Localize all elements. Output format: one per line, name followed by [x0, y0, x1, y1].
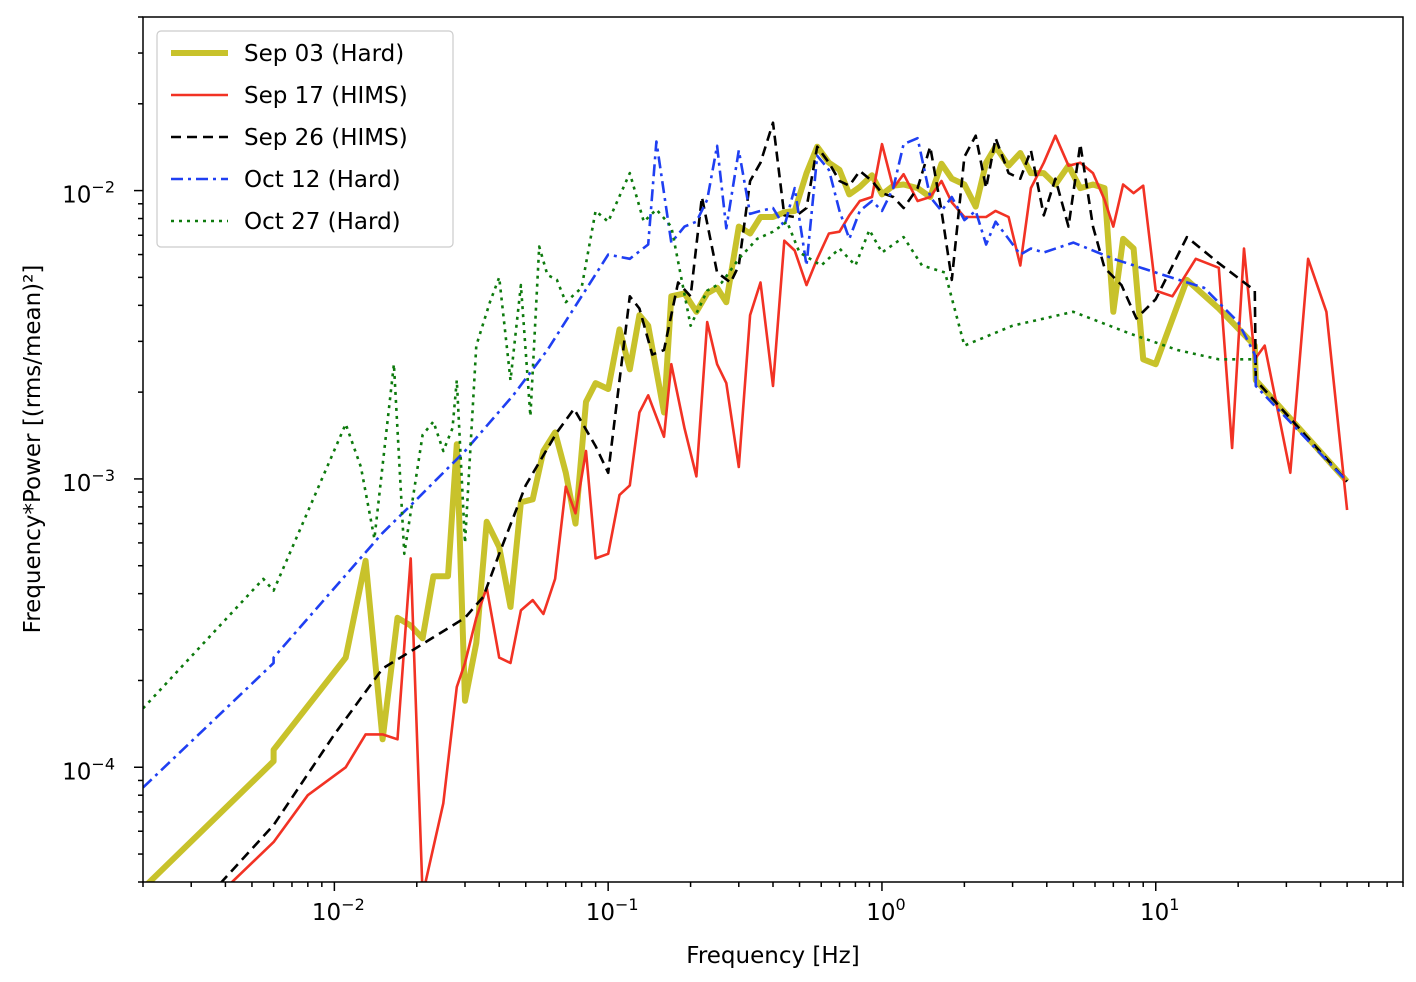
axis-ticks: 10−2 10−1 100 101 10−4 10−3 10−2: [62, 16, 1404, 926]
series-line-2: [230, 134, 1349, 882]
series-line-3: [219, 121, 1349, 882]
series-layer: [143, 121, 1350, 882]
series-line-4: [143, 136, 1349, 789]
y-tick-label: 10−4: [62, 754, 115, 785]
legend-label-2: Sep 17 (HIMS): [244, 83, 408, 109]
legend-label-4: Oct 12 (Hard): [244, 167, 401, 193]
legend-box: [156, 30, 454, 248]
x-tick-label: 10−2: [312, 895, 365, 926]
legend-label-3: Sep 26 (HIMS): [244, 125, 408, 151]
y-axis-label: Frequency*Power [(rms/mean)²]: [20, 265, 46, 634]
y-tick-label: 10−3: [62, 466, 115, 497]
legend-label-1: Sep 03 (Hard): [244, 41, 404, 67]
legend: Sep 03 (Hard) Sep 17 (HIMS) Sep 26 (HIMS) O…: [156, 30, 454, 248]
legend-label-5: Oct 27 (Hard): [244, 209, 401, 235]
x-tick-label: 100: [866, 895, 905, 926]
series-line-5: [143, 171, 1255, 710]
y-tick-label: 10−2: [62, 178, 115, 209]
x-axis-label: Frequency [Hz]: [686, 943, 859, 969]
x-tick-label: 10−1: [586, 895, 639, 926]
x-tick-label: 101: [1140, 895, 1179, 926]
series-line-1: [145, 143, 1350, 882]
